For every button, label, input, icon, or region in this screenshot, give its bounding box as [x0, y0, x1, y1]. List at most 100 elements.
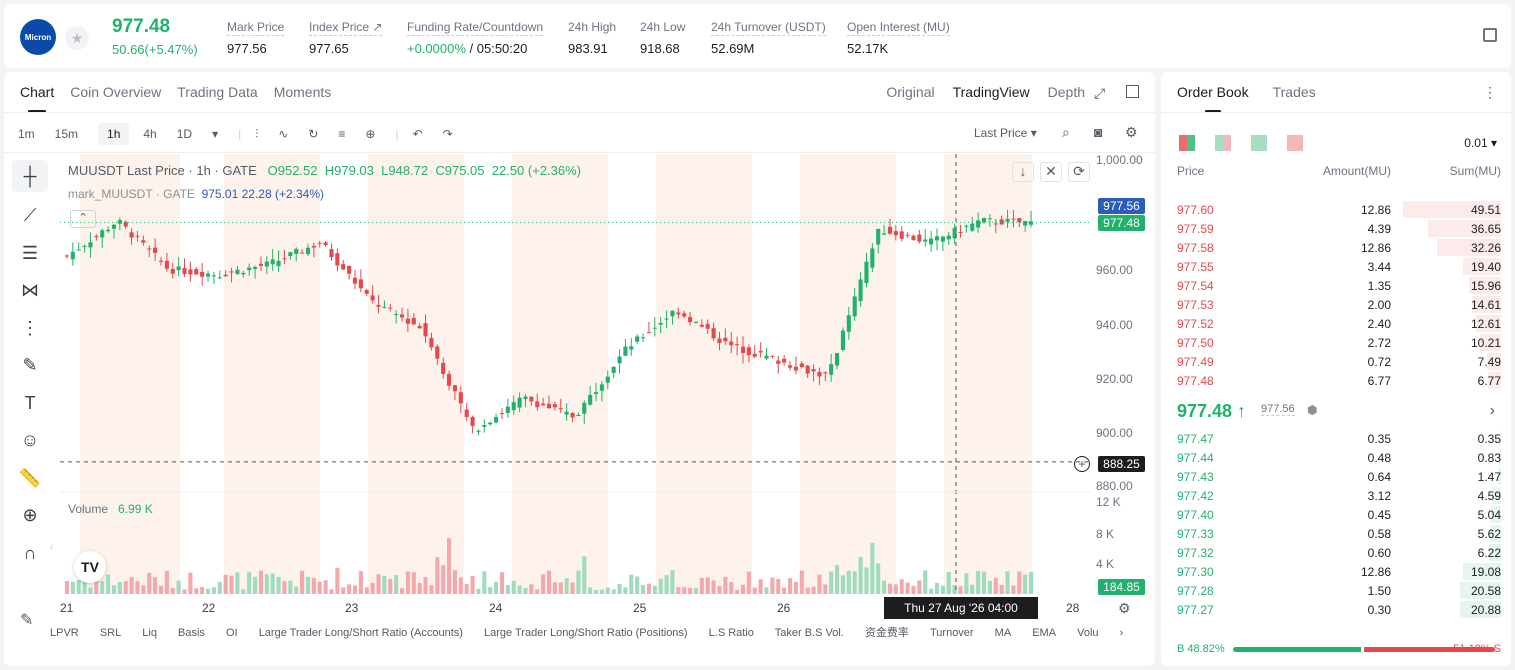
view-bids-icon[interactable] — [1251, 135, 1267, 151]
close-icon[interactable]: ✕ — [1040, 162, 1062, 182]
view-alt-icon[interactable] — [1215, 135, 1231, 151]
indicator-item[interactable]: OI — [226, 627, 238, 639]
ask-row[interactable]: 977.58 12.86 32.26 — [1177, 238, 1501, 257]
scroll-down-icon[interactable]: ↓ — [1012, 162, 1034, 182]
tab-order-book[interactable]: Order Book — [1177, 84, 1249, 113]
stat-funding-rate[interactable]: Funding Rate/Countdown +0.0000% / 05:50:2… — [407, 20, 544, 56]
add-alert-icon[interactable]: + — [1074, 456, 1090, 472]
bid-row[interactable]: 977.42 3.12 4.59 — [1177, 486, 1501, 505]
indicator-item[interactable]: Large Trader Long/Short Ratio (Positions… — [483, 627, 688, 639]
candle — [435, 346, 440, 359]
tab-chart[interactable]: Chart — [20, 84, 55, 113]
axis-settings-icon[interactable]: ⚙ — [1118, 600, 1131, 616]
bid-row[interactable]: 977.47 0.35 0.35 — [1177, 429, 1501, 448]
pattern-icon[interactable]: ⋈ — [21, 280, 39, 301]
info-icon[interactable]: ⬢ — [1307, 403, 1318, 417]
view-both-icon[interactable] — [1179, 135, 1195, 151]
search-icon[interactable]: ⌕ — [1062, 124, 1070, 140]
indicator-item[interactable]: Turnover — [929, 627, 974, 639]
more-options-icon[interactable]: ⋮ — [1483, 84, 1497, 100]
interval-4h[interactable]: 4h — [143, 127, 157, 141]
bid-row[interactable]: 977.27 0.30 20.88 — [1177, 600, 1501, 619]
indicator-item[interactable]: Large Trader Long/Short Ratio (Accounts) — [258, 627, 463, 639]
gear-icon[interactable]: ⚙ — [1125, 124, 1138, 140]
zoom-icon[interactable]: ⊕ — [22, 505, 38, 526]
ask-row[interactable]: 977.50 2.72 10.21 — [1177, 333, 1501, 352]
bid-row[interactable]: 977.43 0.64 1.47 — [1177, 467, 1501, 486]
emoji-icon[interactable]: ☺ — [20, 430, 40, 451]
ask-row[interactable]: 977.59 4.39 36.65 — [1177, 219, 1501, 238]
templates-icon[interactable]: ≡ — [338, 127, 346, 141]
ask-row[interactable]: 977.49 0.72 7.49 — [1177, 352, 1501, 371]
text-icon[interactable]: T — [24, 392, 36, 413]
interval-1d[interactable]: 1D — [176, 127, 193, 141]
indicator-item[interactable]: EMA — [1032, 627, 1057, 639]
trendline-icon[interactable]: ⟋ — [23, 205, 37, 226]
indicator-item[interactable]: Taker B.S Vol. — [774, 627, 844, 639]
interval-1h[interactable]: 1h — [98, 123, 130, 145]
interval-dropdown-icon[interactable]: ▾ — [212, 127, 219, 141]
bid-row[interactable]: 977.30 12.86 19.08 — [1177, 562, 1501, 581]
magnet-icon[interactable]: ∩ — [23, 542, 37, 563]
bid-row[interactable]: 977.32 0.60 6.22 — [1177, 543, 1501, 562]
candlestick-chart[interactable] — [60, 154, 1090, 594]
ask-row[interactable]: 977.55 3.44 19.40 — [1177, 257, 1501, 276]
tab-trading-data[interactable]: Trading Data — [177, 84, 258, 100]
ask-row[interactable]: 977.52 2.40 12.61 — [1177, 314, 1501, 333]
replay-icon[interactable]: ↻ — [308, 127, 319, 141]
tab-moments[interactable]: Moments — [273, 84, 332, 100]
stat-open-interest[interactable]: Open Interest (MU) 52.17K — [847, 20, 950, 56]
bid-row[interactable]: 977.33 0.58 5.62 — [1177, 524, 1501, 543]
book-icon[interactable] — [1483, 28, 1497, 42]
indicator-item[interactable]: SRL — [99, 627, 122, 639]
indicator-item[interactable]: MA — [994, 627, 1012, 639]
undo-icon[interactable]: ↶ — [412, 127, 423, 141]
fib-icon[interactable]: ⋮ — [21, 317, 39, 338]
indicator-item[interactable]: Basis — [178, 627, 205, 639]
interval-15m[interactable]: 15m — [54, 127, 79, 141]
tab-coin-overview[interactable]: Coin Overview — [70, 84, 162, 100]
ask-row[interactable]: 977.60 12.86 49.51 — [1177, 200, 1501, 219]
tradingview-logo-icon[interactable]: TV — [74, 551, 106, 583]
ruler-icon[interactable]: 📏 — [18, 467, 42, 488]
crosshair-icon[interactable]: ┼ — [12, 160, 48, 192]
view-asks-icon[interactable] — [1287, 135, 1303, 151]
favorite-star-icon[interactable]: ★ — [65, 26, 89, 50]
collapse-legend-icon[interactable]: ⌃ — [70, 210, 96, 228]
brush-icon[interactable]: ✎ — [22, 355, 38, 376]
tab-trades[interactable]: Trades — [1272, 84, 1316, 100]
bid-row[interactable]: 977.40 0.45 5.04 — [1177, 505, 1501, 524]
scroll-left-icon[interactable]: ‹ — [50, 542, 54, 553]
pencil-icon[interactable]: ✎ — [20, 612, 34, 629]
redo-icon[interactable]: ↷ — [442, 127, 453, 141]
bid-row[interactable]: 977.28 1.50 20.58 — [1177, 581, 1501, 600]
price-source-select[interactable]: Last Price ▾ — [974, 126, 1037, 140]
channel-icon[interactable]: ☰ — [21, 242, 39, 263]
stat-24h-turnover[interactable]: 24h Turnover (USDT) 52.69M — [711, 20, 826, 56]
interval-1m[interactable]: 1m — [18, 127, 35, 141]
indicator-item[interactable]: L.S Ratio — [708, 627, 754, 639]
refresh-icon[interactable]: ⟳ — [1068, 162, 1090, 182]
candle-type-icon[interactable]: ⫶ — [255, 126, 259, 141]
camera-icon[interactable]: ◙ — [1094, 124, 1103, 140]
alert-add-icon[interactable]: ⊕ — [365, 127, 376, 141]
indicators-icon[interactable]: ∿ — [278, 127, 289, 141]
indicator-item[interactable]: Liq — [142, 627, 157, 639]
expand-icon[interactable]: ⤢ — [1094, 85, 1106, 101]
indicator-item[interactable]: 资金费率 — [864, 627, 909, 639]
window-icon[interactable] — [1126, 85, 1139, 98]
precision-select[interactable]: 0.01 ▾ — [1464, 136, 1497, 150]
indicator-item[interactable]: Volu — [1077, 627, 1099, 639]
ask-row[interactable]: 977.54 1.35 15.96 — [1177, 276, 1501, 295]
chevron-right-icon[interactable]: › — [1489, 402, 1495, 419]
tab-tradingview[interactable]: TradingView — [952, 84, 1030, 100]
ask-row[interactable]: 977.48 6.77 6.77 — [1177, 371, 1501, 390]
stat-index-price[interactable]: Index Price ↗ 977.65 — [309, 20, 383, 56]
tab-depth[interactable]: Depth — [1047, 84, 1085, 100]
tab-original[interactable]: Original — [886, 84, 935, 100]
indicator-next-icon[interactable]: › — [1119, 627, 1124, 639]
indicator-item[interactable]: LPVR — [50, 627, 79, 639]
bid-row[interactable]: 977.44 0.48 0.83 — [1177, 448, 1501, 467]
stat-mark-price[interactable]: Mark Price 977.56 — [227, 20, 285, 56]
ask-row[interactable]: 977.53 2.00 14.61 — [1177, 295, 1501, 314]
